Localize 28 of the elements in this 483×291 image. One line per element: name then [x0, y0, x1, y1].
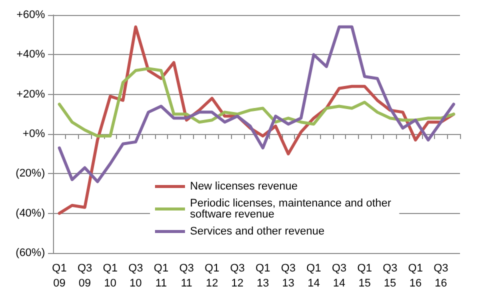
y-tick-label: (40%) [16, 207, 45, 220]
x-tick-label: Q1 12 [204, 262, 220, 290]
x-tick-label: Q1 09 [52, 262, 67, 290]
x-tick-label: Q3 14 [332, 262, 347, 290]
line-series [58, 25, 456, 184]
x-tick-label: Q3 11 [179, 262, 194, 290]
x-tick-label: Q1 14 [306, 262, 322, 290]
y-tick-label: (60%) [16, 247, 45, 259]
x-tick-label: Q1 11 [154, 262, 168, 290]
x-tick-label: Q3 16 [434, 262, 448, 290]
legend-label: Periodic licenses, maintenance and other software revenue [190, 198, 394, 220]
legend-label: New licenses revenue [190, 180, 298, 192]
legend-label: Services and other revenue [190, 226, 325, 238]
x-tick-label: Q3 09 [77, 262, 92, 290]
y-tick-label: +40% [16, 48, 46, 61]
x-tick-label: Q1 13 [256, 262, 270, 290]
y-tick-label: +20% [16, 88, 46, 100]
y-tick-label: +0% [22, 128, 46, 140]
x-tick-label: Q1 15 [357, 262, 372, 290]
x-tick-label: Q1 16 [408, 262, 423, 290]
x-tick-label: Q3 10 [128, 262, 144, 290]
y-tick-label: +60% [16, 9, 46, 21]
x-tick-label: Q3 12 [230, 262, 245, 290]
x-tick-label: Q1 10 [102, 262, 118, 290]
x-tick-label: Q3 15 [382, 262, 398, 290]
x-tick-label: Q3 13 [280, 262, 296, 290]
y-tick-label: (20%) [16, 168, 45, 180]
line-series [58, 67, 456, 138]
